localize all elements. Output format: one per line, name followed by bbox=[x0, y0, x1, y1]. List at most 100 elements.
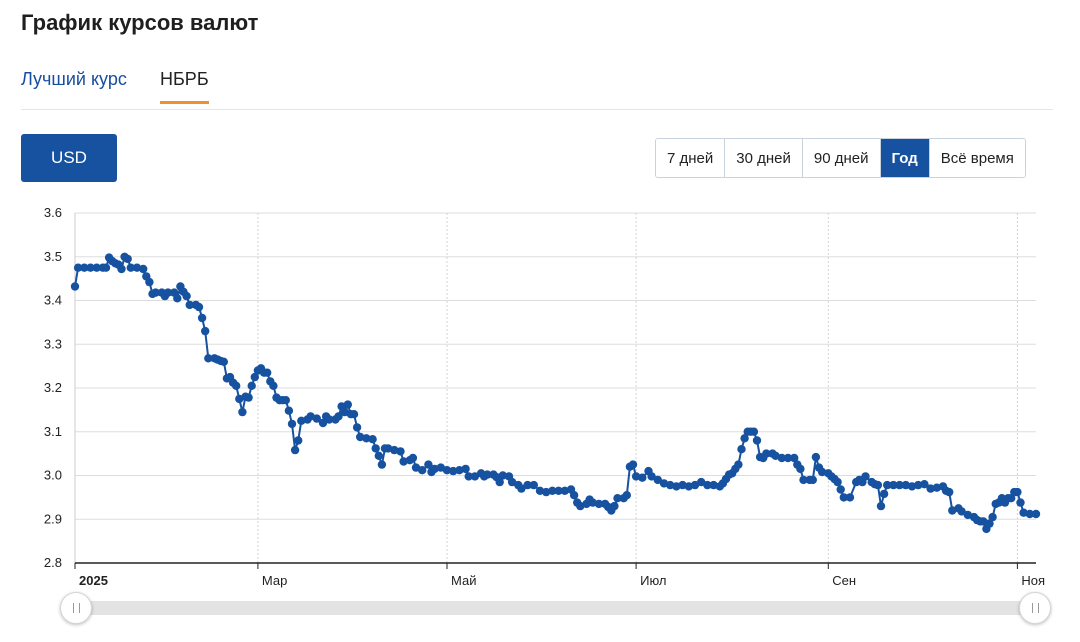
data-point bbox=[517, 484, 526, 493]
data-point bbox=[232, 381, 241, 390]
y-tick-label: 3.6 bbox=[44, 205, 62, 220]
x-tick-label: Ноя bbox=[1021, 573, 1045, 588]
data-point bbox=[647, 472, 656, 481]
data-point bbox=[945, 487, 954, 497]
data-point bbox=[777, 453, 786, 463]
period-7-days-button[interactable]: 7 дней bbox=[656, 139, 725, 177]
data-point bbox=[151, 288, 160, 297]
exchange-rate-chart: 3.6 3.5 3.4 3.3 3.2 3.1 3.0 2.9 2.8 2025 Мар Май Июл… bbox=[44, 205, 1045, 588]
data-point bbox=[73, 263, 83, 272]
data-point bbox=[988, 512, 997, 522]
currency-select-button[interactable]: USD bbox=[21, 134, 117, 182]
period-30-days-button[interactable]: 30 дней bbox=[724, 139, 802, 177]
data-point bbox=[889, 480, 898, 490]
data-point bbox=[126, 263, 135, 272]
data-point bbox=[80, 263, 89, 272]
data-point bbox=[163, 288, 173, 297]
grip-icon bbox=[1031, 603, 1039, 613]
data-point bbox=[1031, 509, 1041, 519]
data-point bbox=[783, 453, 793, 463]
data-point bbox=[374, 451, 383, 460]
data-point bbox=[734, 460, 743, 469]
data-point bbox=[752, 436, 762, 445]
data-point bbox=[740, 434, 749, 443]
data-point bbox=[312, 414, 321, 423]
data-point bbox=[418, 466, 427, 475]
data-point bbox=[139, 264, 148, 274]
data-point bbox=[250, 372, 259, 382]
data-point bbox=[396, 447, 405, 456]
data-point bbox=[957, 507, 966, 516]
data-point bbox=[70, 282, 80, 291]
data-point bbox=[1013, 487, 1022, 497]
data-point bbox=[1025, 509, 1035, 519]
x-tick-label: Сен bbox=[832, 573, 856, 588]
data-point bbox=[594, 499, 604, 509]
x-tick-label: Июл bbox=[640, 573, 666, 588]
data-point bbox=[101, 263, 111, 272]
data-point bbox=[92, 263, 101, 272]
data-point bbox=[529, 480, 538, 490]
data-point bbox=[123, 254, 132, 264]
data-point bbox=[876, 501, 886, 511]
data-point bbox=[362, 434, 371, 443]
data-point bbox=[185, 300, 194, 310]
data-point bbox=[287, 419, 297, 429]
data-point bbox=[638, 473, 647, 482]
data-point bbox=[879, 489, 889, 499]
data-point bbox=[219, 357, 228, 366]
data-point bbox=[569, 491, 579, 500]
data-point bbox=[873, 480, 883, 490]
data-point bbox=[194, 302, 204, 312]
data-point bbox=[117, 264, 126, 274]
period-all-time-button[interactable]: Всё время bbox=[928, 139, 1025, 177]
range-slider-start-handle[interactable] bbox=[60, 592, 92, 624]
data-point bbox=[408, 453, 418, 463]
data-point bbox=[201, 326, 210, 336]
data-point bbox=[352, 423, 362, 432]
data-point bbox=[1016, 498, 1025, 507]
data-point bbox=[461, 464, 470, 474]
y-tick-label: 3.3 bbox=[44, 336, 62, 351]
y-tick-label: 2.9 bbox=[44, 511, 62, 526]
period-selector: 7 дней 30 дней 90 дней Год Всё время bbox=[655, 138, 1026, 178]
data-point bbox=[86, 263, 95, 272]
data-point bbox=[377, 460, 387, 469]
data-point bbox=[197, 313, 207, 323]
data-point bbox=[290, 445, 300, 455]
range-slider-track[interactable] bbox=[76, 601, 1035, 615]
data-point bbox=[238, 407, 247, 417]
data-point bbox=[483, 470, 492, 479]
data-point bbox=[470, 472, 480, 481]
data-point bbox=[244, 393, 253, 402]
data-point bbox=[749, 427, 759, 436]
data-point bbox=[424, 460, 433, 469]
y-tick-label: 3.1 bbox=[44, 424, 62, 439]
tab-nbrb[interactable]: НБРБ bbox=[160, 69, 209, 104]
data-point bbox=[182, 291, 191, 301]
data-point bbox=[628, 460, 638, 469]
data-point bbox=[371, 444, 380, 453]
data-point bbox=[926, 484, 935, 493]
data-point bbox=[173, 294, 182, 303]
tab-best-rate[interactable]: Лучший курс bbox=[21, 69, 127, 89]
data-point bbox=[622, 491, 631, 500]
page-title: График курсов валют bbox=[21, 10, 259, 35]
data-point bbox=[985, 519, 994, 528]
data-point bbox=[914, 480, 923, 490]
data-point bbox=[920, 480, 929, 489]
period-year-button[interactable]: Год bbox=[879, 139, 929, 177]
data-point bbox=[349, 410, 359, 419]
rate-source-tabs: Лучший курс НБРБ bbox=[21, 66, 1053, 110]
y-tick-label: 2.8 bbox=[44, 555, 62, 570]
data-point bbox=[204, 354, 213, 363]
data-point bbox=[269, 381, 278, 390]
data-point bbox=[145, 277, 154, 287]
y-tick-label: 3.0 bbox=[44, 468, 62, 483]
period-90-days-button[interactable]: 90 дней bbox=[801, 139, 880, 177]
data-point bbox=[737, 445, 746, 454]
data-point bbox=[790, 453, 799, 463]
data-point bbox=[796, 464, 805, 474]
range-slider-end-handle[interactable] bbox=[1019, 592, 1051, 624]
x-tick-label: Май bbox=[451, 573, 476, 588]
